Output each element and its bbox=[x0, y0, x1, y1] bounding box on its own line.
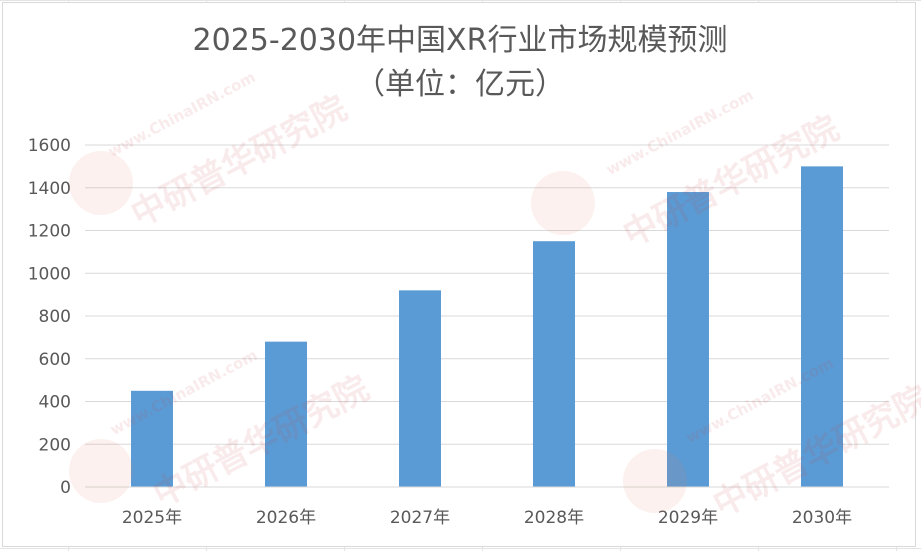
x-tick-label: 2026年 bbox=[256, 508, 316, 528]
bar bbox=[533, 241, 575, 487]
y-tick-label: 0 bbox=[60, 478, 71, 498]
x-tick-label: 2025年 bbox=[122, 508, 182, 528]
y-tick-label: 400 bbox=[39, 393, 71, 413]
chart-title: 2025-2030年中国XR行业市场规模预测 bbox=[192, 23, 728, 58]
y-tick-label: 200 bbox=[39, 435, 71, 455]
bar bbox=[131, 390, 173, 487]
y-tick-label: 600 bbox=[39, 350, 71, 370]
x-tick-label: 2028年 bbox=[524, 508, 584, 528]
y-tick-label: 1400 bbox=[28, 179, 71, 199]
x-tick-label: 2027年 bbox=[390, 508, 450, 528]
y-tick-label: 1200 bbox=[28, 222, 71, 242]
y-tick-label: 1000 bbox=[28, 264, 71, 284]
y-tick-label: 800 bbox=[39, 307, 71, 327]
y-tick-label: 1600 bbox=[28, 136, 71, 156]
bar bbox=[667, 192, 709, 487]
bar bbox=[801, 166, 843, 487]
chart-subtitle: （单位：亿元） bbox=[355, 67, 565, 102]
x-tick-label: 2030年 bbox=[792, 508, 852, 528]
x-tick-label: 2029年 bbox=[658, 508, 718, 528]
bar bbox=[265, 341, 307, 487]
bar bbox=[399, 290, 441, 487]
bar-chart-plot: 0 200 400 600 800 1000 1200 1400 1600 2025年 2026年 2… bbox=[28, 136, 889, 528]
